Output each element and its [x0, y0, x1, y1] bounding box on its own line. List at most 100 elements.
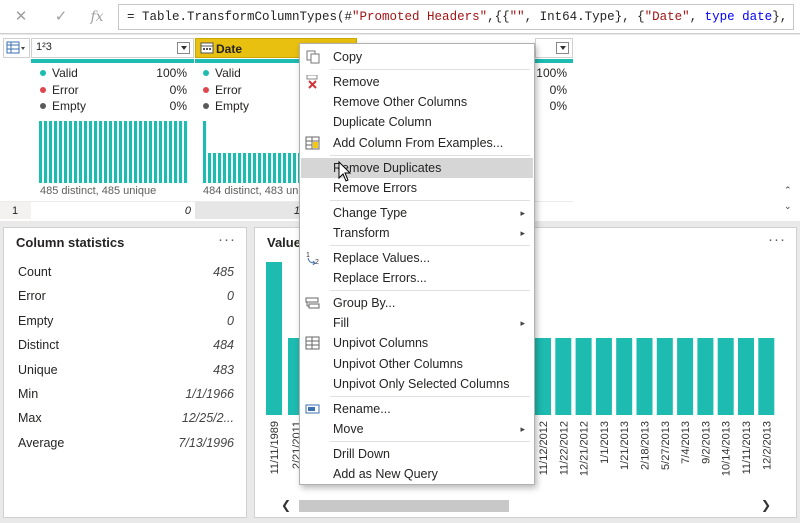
histogram-bar: [164, 121, 168, 183]
distribution-bar: [636, 338, 653, 415]
histogram-bar: [218, 153, 222, 183]
whole-number-type-icon[interactable]: 1²3: [36, 41, 52, 53]
table-menu-button[interactable]: [3, 38, 30, 58]
svg-text:2: 2: [315, 259, 319, 265]
histogram-bar: [268, 153, 272, 183]
histogram-bar: [233, 153, 237, 183]
stat-value: 0: [227, 289, 234, 303]
panel-title: Column statistics: [16, 235, 125, 250]
formula-string: "Date": [644, 10, 690, 24]
histogram-bar: [134, 121, 138, 183]
empty-dot-icon: [203, 103, 209, 109]
menu-item-fill[interactable]: Fill ▸: [301, 313, 533, 333]
menu-item-label: Remove Duplicates: [333, 161, 442, 175]
menu-separator: [330, 396, 530, 397]
menu-item-remove[interactable]: Remove: [301, 72, 533, 92]
add-column-icon: [305, 136, 320, 150]
horizontal-scrollbar-thumb[interactable]: [299, 500, 509, 512]
stat-row: Count 485: [18, 265, 234, 285]
histogram-bar: [49, 121, 53, 183]
value-distribution-chart: 11/11/1989 2/21/2011 11/12/2012 11/22/2012 1…: [266, 262, 775, 476]
histogram-bar: [208, 153, 212, 183]
valid-dot-icon: [203, 70, 209, 76]
histogram-bar: [39, 121, 43, 183]
stat-row: Min 1/1/1966: [18, 387, 234, 407]
menu-item-remove-duplicates[interactable]: Remove Duplicates: [301, 158, 533, 178]
quality-label: Error: [52, 82, 79, 97]
distinct-count: 484 distinct, 483 uniq: [203, 185, 307, 197]
row-number[interactable]: 1: [0, 201, 31, 219]
formula-input[interactable]: = Table.TransformColumnTypes(#"Promoted …: [118, 4, 794, 30]
column-statistics-panel: Column statistics ··· Count 485 Error 0 Em…: [3, 227, 247, 518]
fx-icon[interactable]: fx: [90, 9, 104, 25]
histogram-bar: [119, 121, 123, 183]
menu-item-change-type[interactable]: Change Type ▸: [301, 203, 533, 223]
menu-separator: [330, 200, 530, 201]
menu-item-unpivot-only-selected-columns[interactable]: Unpivot Only Selected Columns: [301, 374, 533, 394]
menu-item-label: Fill: [333, 316, 349, 330]
calendar-icon[interactable]: [200, 42, 214, 54]
table-cell[interactable]: 0: [31, 201, 195, 219]
stat-label: Max: [18, 411, 42, 425]
histogram-bar: [238, 153, 242, 183]
menu-item-remove-other-columns[interactable]: Remove Other Columns: [301, 92, 533, 112]
table-cell[interactable]: [535, 201, 573, 219]
menu-item-group-by[interactable]: Group By...: [301, 293, 533, 313]
cancel-formula-icon[interactable]: ✕: [14, 8, 28, 25]
menu-item-add-as-new-query[interactable]: Add as New Query: [301, 464, 533, 484]
scroll-left-icon[interactable]: ❮: [281, 498, 292, 512]
formula-part: },: [772, 10, 788, 24]
error-dot-icon: [40, 86, 46, 93]
stat-label: Unique: [18, 363, 58, 377]
more-options-icon[interactable]: ···: [768, 231, 786, 248]
menu-item-add-column-from-examples[interactable]: Add Column From Examples...: [301, 133, 533, 153]
scroll-up-icon[interactable]: ⌃: [784, 185, 792, 195]
more-options-icon[interactable]: ···: [218, 231, 236, 248]
formula-bar: ✕ ✓ fx = Table.TransformColumnTypes(#"Pr…: [0, 0, 800, 34]
formula-part: ,: [689, 10, 705, 24]
quality-value: 0%: [549, 82, 567, 97]
distinct-count: 485 distinct, 485 unique: [40, 185, 157, 197]
distribution-axis-label: 1/1/2013: [599, 421, 611, 464]
distribution-bar: [595, 338, 612, 415]
stat-label: Average: [18, 436, 65, 450]
menu-item-label: Replace Errors...: [333, 271, 427, 285]
submenu-arrow-icon: ▸: [520, 208, 525, 218]
menu-item-copy[interactable]: Copy: [301, 47, 533, 67]
column-filter-dropdown[interactable]: [556, 42, 569, 54]
confirm-formula-icon[interactable]: ✓: [54, 8, 68, 25]
copy-icon: [306, 50, 320, 64]
column-name: Date: [216, 42, 243, 56]
menu-item-transform[interactable]: Transform ▸: [301, 223, 533, 243]
histogram-bar: [114, 121, 118, 183]
distribution-bar: [656, 338, 673, 415]
menu-item-label: Drill Down: [333, 447, 390, 461]
histogram-bar: [179, 121, 183, 183]
stat-value: 483: [213, 363, 234, 377]
column-header[interactable]: 1²3: [31, 38, 194, 58]
scroll-down-icon[interactable]: ⌄: [784, 201, 792, 211]
menu-item-duplicate-column[interactable]: Duplicate Column: [301, 112, 533, 132]
column-filter-dropdown[interactable]: [177, 42, 190, 54]
menu-item-label: Group By...: [333, 296, 396, 310]
formula-string: "Promoted Headers": [352, 10, 488, 24]
menu-item-rename[interactable]: Rename...: [301, 399, 533, 419]
formula-keyword: type date: [704, 10, 773, 24]
menu-item-label: Move: [333, 422, 364, 436]
histogram-bar: [89, 121, 93, 183]
column-header[interactable]: [535, 38, 573, 58]
menu-item-move[interactable]: Move ▸: [301, 419, 533, 439]
menu-item-drill-down[interactable]: Drill Down: [301, 444, 533, 464]
menu-item-unpivot-columns[interactable]: Unpivot Columns: [301, 333, 533, 353]
menu-item-remove-errors[interactable]: Remove Errors: [301, 178, 533, 198]
table-cell[interactable]: 1: [195, 201, 303, 219]
distribution-axis-label: 7/4/2013: [680, 421, 692, 464]
column-quality-bar: [535, 59, 573, 63]
histogram-bar: [59, 121, 63, 183]
menu-item-unpivot-other-columns[interactable]: Unpivot Other Columns: [301, 354, 533, 374]
menu-item-label: Change Type: [333, 206, 408, 220]
scroll-right-icon[interactable]: ❯: [761, 498, 772, 512]
menu-item-replace-errors[interactable]: Replace Errors...: [301, 268, 533, 288]
stat-row: Error 0: [18, 289, 234, 309]
